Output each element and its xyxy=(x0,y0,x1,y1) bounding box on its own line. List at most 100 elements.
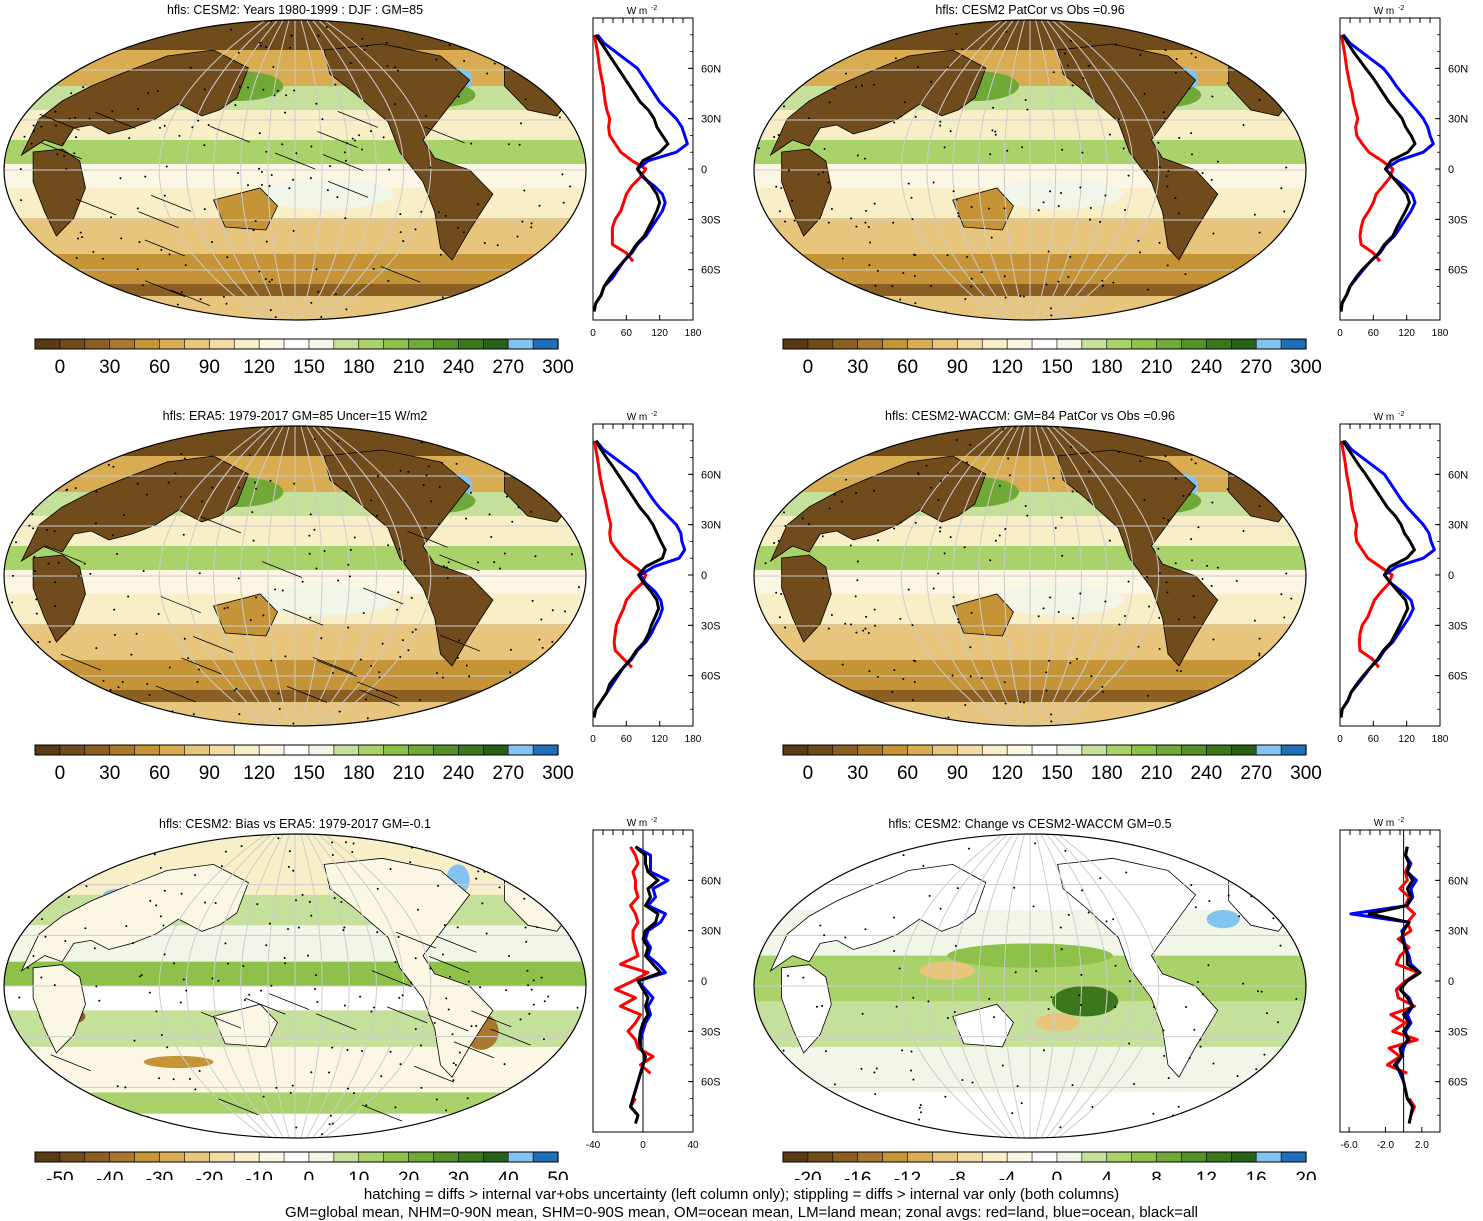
colorbar-label: 270 xyxy=(492,357,524,378)
colorbar-swatch xyxy=(507,744,534,756)
colorbar-label: 300 xyxy=(542,763,574,784)
colorbar-swatch xyxy=(1031,744,1058,756)
colorbar-label: 10 xyxy=(348,1169,369,1180)
colorbar-swatch xyxy=(907,1151,934,1163)
colorbar-swatch xyxy=(1106,338,1133,350)
colorbar-label: -16 xyxy=(844,1169,871,1180)
colorbar-label: 120 xyxy=(243,763,275,784)
colorbar-swatch xyxy=(308,744,335,756)
colorbar-swatch xyxy=(932,338,958,350)
zonal-series-all xyxy=(1339,439,1416,718)
colorbar-label: 90 xyxy=(947,763,968,784)
zonal-x-tick-label: 0 xyxy=(590,734,596,745)
colorbar-swatch xyxy=(882,744,909,756)
colorbar-swatch xyxy=(857,744,884,756)
map-title: hfls: CESM2 PatCor vs Obs =0.96 xyxy=(935,3,1124,17)
map-panel-3: hfls: ERA5: 1979-2017 GM=85 Uncer=15 W/m… xyxy=(3,409,587,727)
colorbar-label: 180 xyxy=(1091,357,1123,378)
colorbar-swatch xyxy=(782,744,809,756)
colorbar-swatch xyxy=(408,338,435,350)
colorbar-swatch xyxy=(84,1151,111,1163)
colorbar-swatch xyxy=(84,744,111,756)
colorbar-swatch xyxy=(458,338,484,350)
lat-tick-label: 30S xyxy=(701,1026,721,1038)
colorbar-swatch xyxy=(1106,744,1133,756)
map-title: hfls: CESM2: Years 1980-1999 : DJF : GM=… xyxy=(167,3,423,17)
colorbar-3: 0 30 60 90 120 150 180 210 240 270 300 xyxy=(34,744,574,784)
colorbar-swatch xyxy=(209,744,235,756)
colorbar-swatch xyxy=(957,1151,983,1163)
zonal-x-tick-label: 0 xyxy=(1337,328,1343,339)
zonal-x-tick-label: 60 xyxy=(1368,328,1380,339)
colorbar-swatch xyxy=(1255,1151,1282,1163)
zonal-series-all xyxy=(1367,846,1422,1124)
colorbar-swatch xyxy=(832,338,859,350)
zonal-unit: W m xyxy=(1374,6,1395,17)
colorbar-label: -12 xyxy=(894,1169,921,1180)
colorbar-swatch xyxy=(507,338,534,350)
colorbar-swatch xyxy=(857,338,884,350)
zonal-unit-sup: -2 xyxy=(1398,411,1404,418)
colorbar-swatch xyxy=(957,338,983,350)
colorbar-label: 120 xyxy=(243,357,275,378)
zonal-x-tick-label: 120 xyxy=(1398,328,1415,339)
lat-tick-label: 30N xyxy=(701,114,721,126)
colorbar-swatch xyxy=(159,1151,186,1163)
colorbar-swatch xyxy=(532,1151,559,1163)
colorbar-swatch xyxy=(233,744,260,756)
colorbar-swatch xyxy=(482,338,509,350)
zonal-x-tick-label: 180 xyxy=(685,328,702,339)
colorbar-swatch xyxy=(932,744,958,756)
colorbar-label: -10 xyxy=(245,1169,272,1180)
colorbar-swatch xyxy=(159,338,186,350)
colorbar-swatch xyxy=(84,338,111,350)
colorbar-label: 60 xyxy=(149,763,170,784)
colorbar-swatch xyxy=(482,744,509,756)
colorbar-swatch xyxy=(184,744,210,756)
colorbar-swatch xyxy=(59,744,86,756)
map-panel-5: hfls: CESM2: Bias vs ERA5: 1979-2017 GM=… xyxy=(3,817,587,1139)
colorbar-swatch xyxy=(1131,744,1158,756)
colorbar-swatch xyxy=(1131,338,1158,350)
zonal-x-tick-label: 120 xyxy=(1398,734,1415,745)
colorbar-swatch xyxy=(34,338,61,350)
colorbar-swatch xyxy=(1156,744,1183,756)
zonal-unit: W m xyxy=(627,6,648,17)
colorbar-label: 8 xyxy=(1151,1169,1162,1180)
zonal-panel-4: W m -2 60N 30N 0 30S 60S 0 60 120 180 xyxy=(1337,411,1468,745)
colorbar-swatch xyxy=(258,338,285,350)
zonal-x-tick-label: 180 xyxy=(1432,734,1449,745)
colorbar-swatch xyxy=(333,338,360,350)
colorbar-swatch xyxy=(832,1151,859,1163)
map-title: hfls: CESM2-WACCM: GM=84 PatCor vs Obs =… xyxy=(885,409,1175,423)
colorbar-swatch xyxy=(34,744,61,756)
colorbar-swatch xyxy=(1056,1151,1083,1163)
colorbar-swatch xyxy=(1280,744,1307,756)
colorbar-label: 150 xyxy=(1041,357,1073,378)
map-panel-4: hfls: CESM2-WACCM: GM=84 PatCor vs Obs =… xyxy=(753,409,1307,727)
colorbar-swatch xyxy=(1006,338,1033,350)
colorbar-swatch xyxy=(458,744,484,756)
colorbar-label: 12 xyxy=(1196,1169,1217,1180)
colorbar-swatch xyxy=(433,744,459,756)
colorbar-swatch xyxy=(258,744,285,756)
colorbar-swatch xyxy=(408,744,435,756)
colorbar-label: 40 xyxy=(498,1169,519,1180)
colorbar-label: -8 xyxy=(949,1169,966,1180)
footer-line-2: GM=global mean, NHM=0-90N mean, SHM=0-90… xyxy=(284,1204,1198,1221)
colorbar-label: 90 xyxy=(947,357,968,378)
colorbar-label: 120 xyxy=(991,357,1023,378)
colorbar-swatch xyxy=(832,744,859,756)
colorbar-label: 150 xyxy=(293,357,325,378)
colorbar-swatch xyxy=(957,744,983,756)
colorbar-swatch xyxy=(308,1151,335,1163)
colorbar-swatch xyxy=(532,744,559,756)
colorbar-label: 180 xyxy=(343,357,375,378)
colorbar-swatch xyxy=(433,338,459,350)
colorbar-swatch xyxy=(184,338,210,350)
colorbar-swatch xyxy=(458,1151,484,1163)
lat-tick-label: 0 xyxy=(701,976,707,988)
colorbar-label: 90 xyxy=(199,763,220,784)
colorbar-label: 240 xyxy=(443,357,475,378)
colorbar-swatch xyxy=(882,338,909,350)
